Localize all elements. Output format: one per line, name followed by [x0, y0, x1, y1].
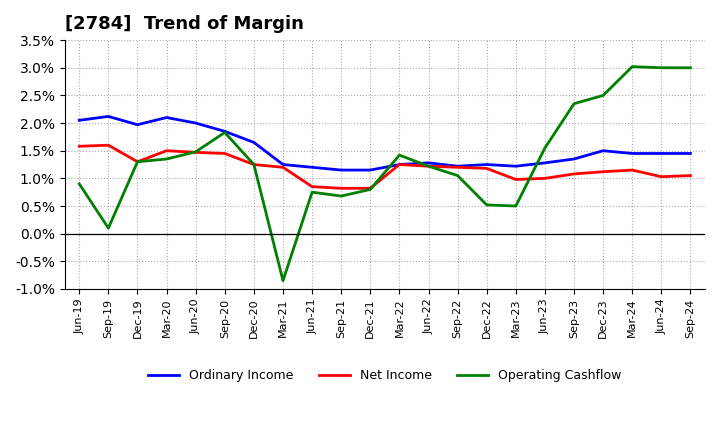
Net Income	[366, 186, 374, 191]
Operating Cashflow	[337, 194, 346, 199]
Net Income	[337, 186, 346, 191]
Net Income	[162, 148, 171, 154]
Line: Ordinary Income: Ordinary Income	[79, 117, 690, 170]
Operating Cashflow	[366, 187, 374, 192]
Ordinary Income	[192, 121, 200, 126]
Net Income	[104, 143, 113, 148]
Legend: Ordinary Income, Net Income, Operating Cashflow: Ordinary Income, Net Income, Operating C…	[143, 364, 626, 387]
Ordinary Income	[454, 164, 462, 169]
Net Income	[279, 165, 287, 170]
Net Income	[395, 162, 404, 167]
Ordinary Income	[482, 162, 491, 167]
Operating Cashflow	[628, 64, 636, 69]
Operating Cashflow	[279, 278, 287, 283]
Net Income	[307, 184, 316, 189]
Net Income	[75, 143, 84, 149]
Operating Cashflow	[75, 181, 84, 187]
Operating Cashflow	[511, 203, 520, 209]
Net Income	[220, 151, 229, 156]
Ordinary Income	[220, 129, 229, 134]
Ordinary Income	[307, 165, 316, 170]
Operating Cashflow	[395, 153, 404, 158]
Operating Cashflow	[454, 173, 462, 178]
Line: Net Income: Net Income	[79, 145, 690, 188]
Operating Cashflow	[599, 93, 608, 98]
Line: Operating Cashflow: Operating Cashflow	[79, 66, 690, 281]
Operating Cashflow	[686, 65, 695, 70]
Operating Cashflow	[482, 202, 491, 208]
Ordinary Income	[628, 151, 636, 156]
Net Income	[133, 159, 142, 165]
Operating Cashflow	[424, 164, 433, 169]
Net Income	[628, 168, 636, 173]
Net Income	[250, 162, 258, 167]
Net Income	[541, 176, 549, 181]
Ordinary Income	[366, 168, 374, 173]
Ordinary Income	[424, 160, 433, 165]
Ordinary Income	[570, 156, 578, 161]
Ordinary Income	[133, 122, 142, 127]
Ordinary Income	[395, 162, 404, 167]
Net Income	[511, 177, 520, 182]
Net Income	[599, 169, 608, 174]
Net Income	[424, 164, 433, 169]
Ordinary Income	[599, 148, 608, 154]
Operating Cashflow	[541, 145, 549, 150]
Net Income	[570, 171, 578, 176]
Operating Cashflow	[307, 190, 316, 195]
Ordinary Income	[337, 168, 346, 173]
Operating Cashflow	[657, 65, 666, 70]
Net Income	[192, 150, 200, 155]
Ordinary Income	[541, 160, 549, 165]
Operating Cashflow	[104, 225, 113, 231]
Operating Cashflow	[162, 156, 171, 161]
Ordinary Income	[75, 117, 84, 123]
Ordinary Income	[686, 151, 695, 156]
Text: [2784]  Trend of Margin: [2784] Trend of Margin	[65, 15, 304, 33]
Net Income	[482, 166, 491, 171]
Net Income	[454, 165, 462, 170]
Operating Cashflow	[133, 159, 142, 165]
Operating Cashflow	[570, 101, 578, 106]
Net Income	[657, 174, 666, 180]
Ordinary Income	[104, 114, 113, 119]
Operating Cashflow	[220, 130, 229, 135]
Ordinary Income	[657, 151, 666, 156]
Ordinary Income	[279, 162, 287, 167]
Net Income	[686, 173, 695, 178]
Operating Cashflow	[250, 162, 258, 167]
Operating Cashflow	[192, 149, 200, 154]
Ordinary Income	[511, 164, 520, 169]
Ordinary Income	[162, 115, 171, 120]
Ordinary Income	[250, 140, 258, 145]
